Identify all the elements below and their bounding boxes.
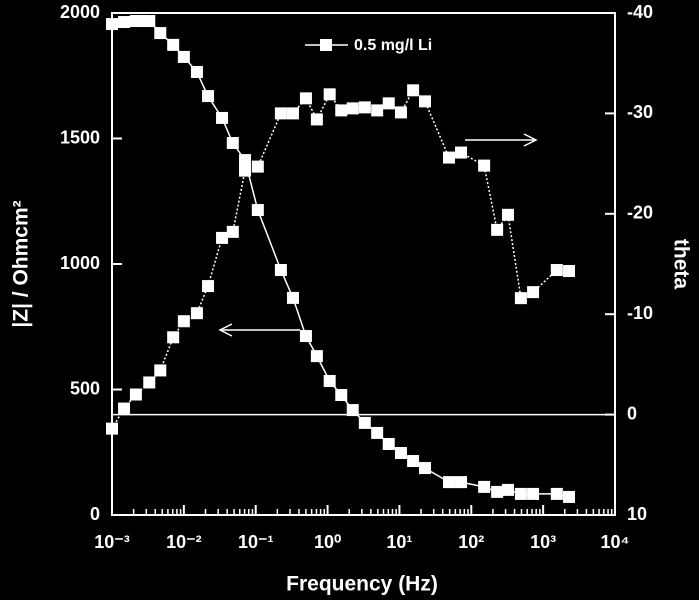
marker (371, 104, 384, 117)
marker (394, 447, 407, 460)
x-tick-label: 10² (458, 532, 484, 552)
marker (407, 84, 420, 97)
marker (501, 208, 514, 221)
marker (118, 16, 131, 29)
marker (491, 485, 504, 498)
marker (310, 350, 323, 363)
marker (202, 280, 215, 293)
y-axis-label: |Z| / Ohmcm² (10, 200, 33, 327)
marker (550, 487, 563, 500)
marker (346, 404, 359, 417)
marker (286, 107, 299, 120)
marker (323, 374, 336, 387)
marker (216, 231, 229, 244)
marker (514, 487, 527, 500)
marker (167, 38, 180, 51)
arrow-right (465, 133, 538, 147)
marker (371, 426, 384, 439)
marker (478, 480, 491, 493)
marker (177, 50, 190, 63)
marker (274, 264, 287, 277)
marker (299, 92, 312, 105)
x-tick-label: 10⁰ (314, 532, 341, 552)
marker (274, 107, 287, 120)
marker (226, 137, 239, 150)
marker (335, 104, 348, 117)
marker (382, 437, 395, 450)
x-tick-label: 10⁴ (601, 532, 630, 552)
marker (335, 389, 348, 402)
marker (239, 164, 252, 177)
marker (167, 331, 180, 344)
marker (478, 159, 491, 172)
marker (216, 111, 229, 124)
marker (455, 476, 468, 489)
y-tick-label: 1500 (60, 127, 100, 147)
marker (129, 388, 142, 401)
marker (358, 416, 371, 429)
x-tick-label: 10³ (530, 532, 556, 552)
marker (299, 330, 312, 343)
marker (407, 455, 420, 468)
marker (118, 402, 131, 415)
y2-tick-label: -30 (627, 102, 653, 122)
marker (550, 264, 563, 277)
marker (358, 101, 371, 114)
y2-tick-label: 10 (627, 504, 647, 524)
marker (501, 483, 514, 496)
marker (455, 146, 468, 159)
marker (394, 106, 407, 119)
x-tick-label: 10⁻¹ (238, 532, 274, 552)
marker (143, 376, 156, 389)
x-tick-label: 10⁻² (166, 532, 202, 552)
marker (527, 487, 540, 500)
marker (251, 160, 264, 173)
marker (514, 292, 527, 305)
marker (323, 88, 336, 101)
marker (154, 27, 167, 40)
marker (106, 18, 118, 31)
marker (143, 15, 156, 28)
marker (106, 422, 118, 435)
y-tick-label: 1000 (60, 253, 100, 273)
y2-tick-label: 0 (627, 403, 637, 423)
marker (419, 95, 432, 108)
marker (382, 97, 395, 110)
y2-tick-label: -10 (627, 303, 653, 323)
marker (226, 225, 239, 238)
marker (239, 154, 252, 167)
arrow-left (218, 323, 300, 337)
y-tick-label: 500 (70, 378, 100, 398)
marker (491, 223, 504, 236)
marker (562, 265, 575, 278)
marker (443, 476, 456, 489)
marker (419, 462, 432, 475)
marker (562, 490, 575, 503)
marker (177, 315, 190, 328)
marker (286, 291, 299, 304)
marker (443, 151, 456, 164)
marker (346, 102, 359, 115)
y-tick-label: 0 (90, 504, 100, 524)
marker (154, 364, 167, 377)
legend-marker (320, 39, 332, 51)
y-tick-label: 2000 (60, 2, 100, 22)
y2-axis-label: theta (669, 239, 692, 289)
marker (190, 307, 203, 320)
y2-tick-label: -40 (627, 2, 653, 22)
marker (527, 286, 540, 299)
x-tick-label: 10⁻³ (94, 532, 130, 552)
legend-label: 0.5 mg/l Li (354, 37, 432, 54)
y2-tick-label: -20 (627, 203, 653, 223)
marker (190, 65, 203, 78)
x-axis-label: Frequency (Hz) (286, 573, 438, 596)
marker (310, 113, 323, 126)
x-tick-label: 10¹ (386, 532, 412, 552)
marker (202, 90, 215, 103)
marker (251, 204, 264, 217)
